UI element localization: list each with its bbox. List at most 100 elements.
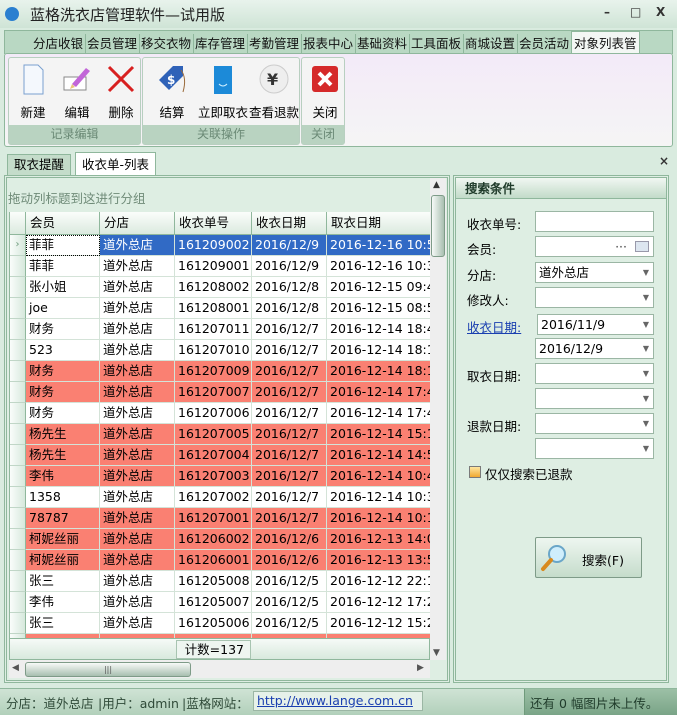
- ribbon-button-新建[interactable]: 新建: [12, 62, 54, 121]
- menu-tab-8[interactable]: 商城设置: [463, 34, 519, 55]
- column-header-取衣日期[interactable]: 取衣日期: [327, 212, 430, 235]
- ribbon-button-关闭[interactable]: 关闭: [305, 62, 345, 121]
- menu-tab-4[interactable]: 考勤管理: [247, 34, 303, 55]
- row-indicator[interactable]: [10, 298, 26, 319]
- ribbon-button-删除[interactable]: 删除: [100, 62, 142, 121]
- ellipsis-button[interactable]: ···: [615, 239, 627, 254]
- column-header-会员[interactable]: 会员: [26, 212, 100, 235]
- row-indicator[interactable]: [10, 403, 26, 424]
- row-indicator[interactable]: [10, 361, 26, 382]
- search-input-6[interactable]: ▼: [535, 363, 654, 384]
- chevron-down-icon[interactable]: ▼: [642, 444, 649, 453]
- menu-tab-10[interactable]: 对象列表管: [571, 31, 640, 55]
- column-header-收衣日期[interactable]: 收衣日期: [252, 212, 327, 235]
- search-input-2[interactable]: 道外总店 ▼: [535, 262, 654, 283]
- horizontal-scroll-thumb[interactable]: |||: [25, 662, 191, 677]
- row-indicator[interactable]: [10, 592, 26, 613]
- table-row[interactable]: 1358 道外总店 161207002 2016/12/7 2016-12-14 10:…: [10, 487, 430, 508]
- ribbon-button-编辑[interactable]: 编辑: [56, 62, 98, 121]
- row-indicator[interactable]: [10, 319, 26, 340]
- scroll-down-icon[interactable]: ▼: [433, 648, 440, 658]
- ribbon-button-结算[interactable]: $ 结算: [146, 62, 198, 121]
- search-label-4[interactable]: 收衣日期:: [467, 320, 522, 335]
- chevron-down-icon[interactable]: ▼: [642, 344, 649, 353]
- table-row[interactable]: 柯妮丝丽 道外总店 161206001 2016/12/6 2016-12-13 13:…: [10, 550, 430, 571]
- row-indicator[interactable]: [10, 613, 26, 634]
- table-row[interactable]: 78787 道外总店 161207001 2016/12/7 2016-12-14 10…: [10, 508, 430, 529]
- row-indicator[interactable]: [10, 550, 26, 571]
- row-indicator[interactable]: [10, 382, 26, 403]
- search-button[interactable]: 搜索(F): [535, 537, 642, 578]
- close-window-button[interactable]: X: [656, 5, 666, 19]
- search-input-7[interactable]: ▼: [535, 388, 654, 409]
- menu-tab-5[interactable]: 报表中心: [301, 34, 357, 55]
- member-card-icon[interactable]: [635, 241, 649, 252]
- search-input-0[interactable]: [535, 211, 654, 232]
- row-indicator[interactable]: [10, 277, 26, 298]
- chevron-down-icon[interactable]: ▼: [642, 268, 649, 277]
- document-tab-1[interactable]: 收衣单-列表: [75, 152, 157, 175]
- group-by-hint[interactable]: 拖动列标题到这进行分组: [8, 191, 146, 206]
- menu-tab-7[interactable]: 工具面板: [409, 34, 465, 55]
- scroll-up-icon[interactable]: ▲: [433, 180, 440, 190]
- search-input-8[interactable]: ▼: [535, 413, 654, 434]
- menu-tab-3[interactable]: 库存管理: [193, 34, 249, 55]
- ribbon-button-查看退款[interactable]: ¥ 查看退款: [248, 62, 300, 121]
- search-input-1[interactable]: ···: [535, 236, 654, 257]
- menu-tab-0[interactable]: 分店收银: [31, 34, 87, 55]
- row-indicator[interactable]: ›: [10, 235, 26, 256]
- chevron-down-icon[interactable]: ▼: [642, 320, 649, 329]
- row-indicator[interactable]: [10, 466, 26, 487]
- menu-tab-6[interactable]: 基础资料: [355, 34, 411, 55]
- website-link[interactable]: http://www.lange.com.cn: [257, 693, 413, 708]
- chevron-down-icon[interactable]: ▼: [642, 369, 649, 378]
- vertical-scrollbar[interactable]: [430, 178, 446, 660]
- row-indicator[interactable]: [10, 340, 26, 361]
- search-input-4[interactable]: 2016/11/9 ▼: [537, 314, 654, 335]
- scroll-left-icon[interactable]: ◀: [12, 663, 19, 673]
- column-header-分店[interactable]: 分店: [100, 212, 175, 235]
- chevron-down-icon[interactable]: ▼: [642, 394, 649, 403]
- search-input-9[interactable]: ▼: [535, 438, 654, 459]
- row-indicator[interactable]: [10, 445, 26, 466]
- table-row[interactable]: 柯妮丝丽 道外总店 161206002 2016/12/6 2016-12-13 14:…: [10, 529, 430, 550]
- ribbon-button-立即取衣[interactable]: 立即取衣: [197, 62, 249, 121]
- menu-tab-2[interactable]: 移交衣物: [139, 34, 195, 55]
- scroll-right-icon[interactable]: ▶: [417, 663, 424, 673]
- row-indicator[interactable]: [10, 571, 26, 592]
- row-indicator[interactable]: [10, 256, 26, 277]
- refund-only-checkbox[interactable]: [469, 466, 481, 478]
- table-row[interactable]: [10, 634, 430, 638]
- minimize-button[interactable]: –: [604, 5, 610, 19]
- column-header-收衣单号[interactable]: 收衣单号: [175, 212, 252, 235]
- close-document-button[interactable]: ×: [659, 154, 670, 168]
- menu-tab-1[interactable]: 会员管理: [85, 34, 141, 55]
- maximize-button[interactable]: □: [630, 5, 642, 19]
- document-tab-0[interactable]: 取衣提醒: [7, 154, 72, 175]
- row-indicator[interactable]: [10, 634, 26, 638]
- search-input-3[interactable]: ▼: [535, 287, 654, 308]
- row-indicator[interactable]: [10, 508, 26, 529]
- menu-tab-9[interactable]: 会员活动: [517, 34, 573, 55]
- chevron-down-icon[interactable]: ▼: [642, 293, 649, 302]
- row-indicator[interactable]: [10, 487, 26, 508]
- chevron-down-icon[interactable]: ▼: [642, 419, 649, 428]
- row-indicator[interactable]: [10, 529, 26, 550]
- search-input-5[interactable]: 2016/12/9 ▼: [535, 338, 654, 359]
- row-indicator[interactable]: [10, 424, 26, 445]
